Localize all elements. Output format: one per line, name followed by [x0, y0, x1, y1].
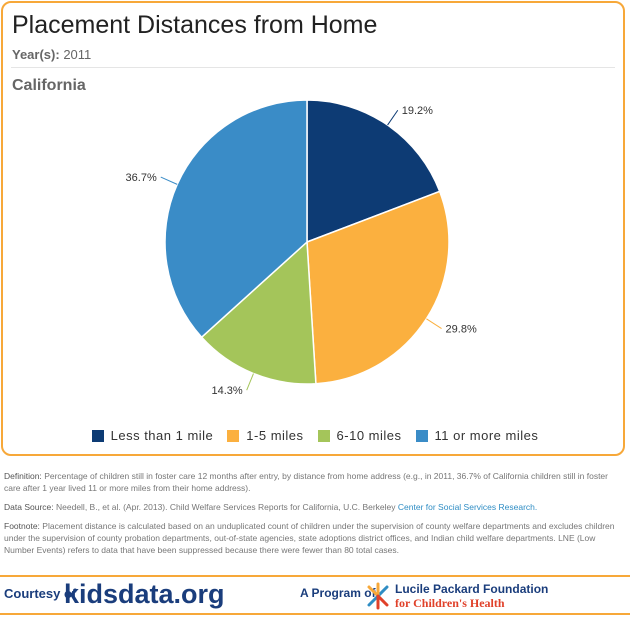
legend-swatch [317, 429, 330, 442]
pie-chart: 19.2% 29.8% 14.3% 36.7% [126, 99, 477, 397]
legend-label: 6-10 miles [336, 428, 402, 443]
year-caption: Year(s): [12, 47, 60, 62]
pie-slice-2[interactable] [200, 240, 317, 385]
year-value: 2011 [63, 47, 92, 62]
data-label: 19.2% [402, 105, 433, 117]
data-label: 36.7% [126, 172, 157, 184]
source-link[interactable]: Center for Social Services Research. [397, 502, 538, 512]
divider [11, 67, 615, 68]
legend-item[interactable]: 11 or more miles [415, 428, 539, 443]
legend-label: Less than 1 mile [110, 428, 214, 443]
footnote-label: Footnote: [4, 521, 40, 531]
definition: Definition: Percentage of children still… [4, 470, 624, 494]
legend-item[interactable]: 6-10 miles [317, 428, 402, 443]
region-title: California [12, 77, 86, 94]
legend: Less than 1 mile 1-5 miles 6-10 miles 11 or… [0, 428, 630, 445]
leader-line [246, 373, 254, 391]
legend-swatch [227, 429, 240, 442]
data-label: 29.8% [446, 324, 477, 336]
leader-line [426, 318, 442, 329]
notes: Definition: Percentage of children still… [4, 470, 624, 563]
legend-item[interactable]: 1-5 miles [227, 428, 303, 443]
leader-line [160, 176, 178, 185]
definition-label: Definition: [4, 471, 42, 481]
foundation-logo-icon [367, 582, 389, 610]
chart-card: Placement Distances from Home Year(s): 2… [1, 1, 625, 456]
kidsdata-logo[interactable]: kidsdata.org [64, 579, 225, 609]
pie-slice-3[interactable] [164, 99, 308, 339]
source-label: Data Source: [4, 502, 54, 512]
pie-slice-1[interactable] [306, 190, 450, 385]
courtesy-text: Courtesy of [4, 586, 77, 601]
foundation-name: Lucile Packard Foundation [395, 582, 549, 596]
footer: Courtesy of kidsdata.org A Program of Lu… [0, 575, 630, 615]
foundation-subtitle: for Children's Health [395, 596, 505, 610]
legend-label: 1-5 miles [246, 428, 304, 443]
footnote: Footnote: Placement distance is calculat… [4, 520, 624, 556]
definition-text: Percentage of children still in foster c… [4, 471, 608, 493]
footnote-text: Placement distance is calculated based o… [4, 521, 615, 555]
year-label: Year(s): 2011 [12, 47, 91, 62]
program-text: A Program of [300, 586, 376, 600]
page-title: Placement Distances from Home [12, 11, 378, 39]
legend-swatch [91, 429, 104, 442]
legend-label: 11 or more miles [434, 428, 539, 443]
leader-line [387, 109, 399, 126]
legend-item[interactable]: Less than 1 mile [91, 428, 214, 443]
data-label: 14.3% [211, 385, 242, 397]
legend-swatch [415, 429, 428, 442]
data-source: Data Source: Needell, B., et al. (Apr. 2… [4, 501, 624, 513]
source-text: Needell, B., et al. (Apr. 2013). Child W… [56, 502, 396, 512]
